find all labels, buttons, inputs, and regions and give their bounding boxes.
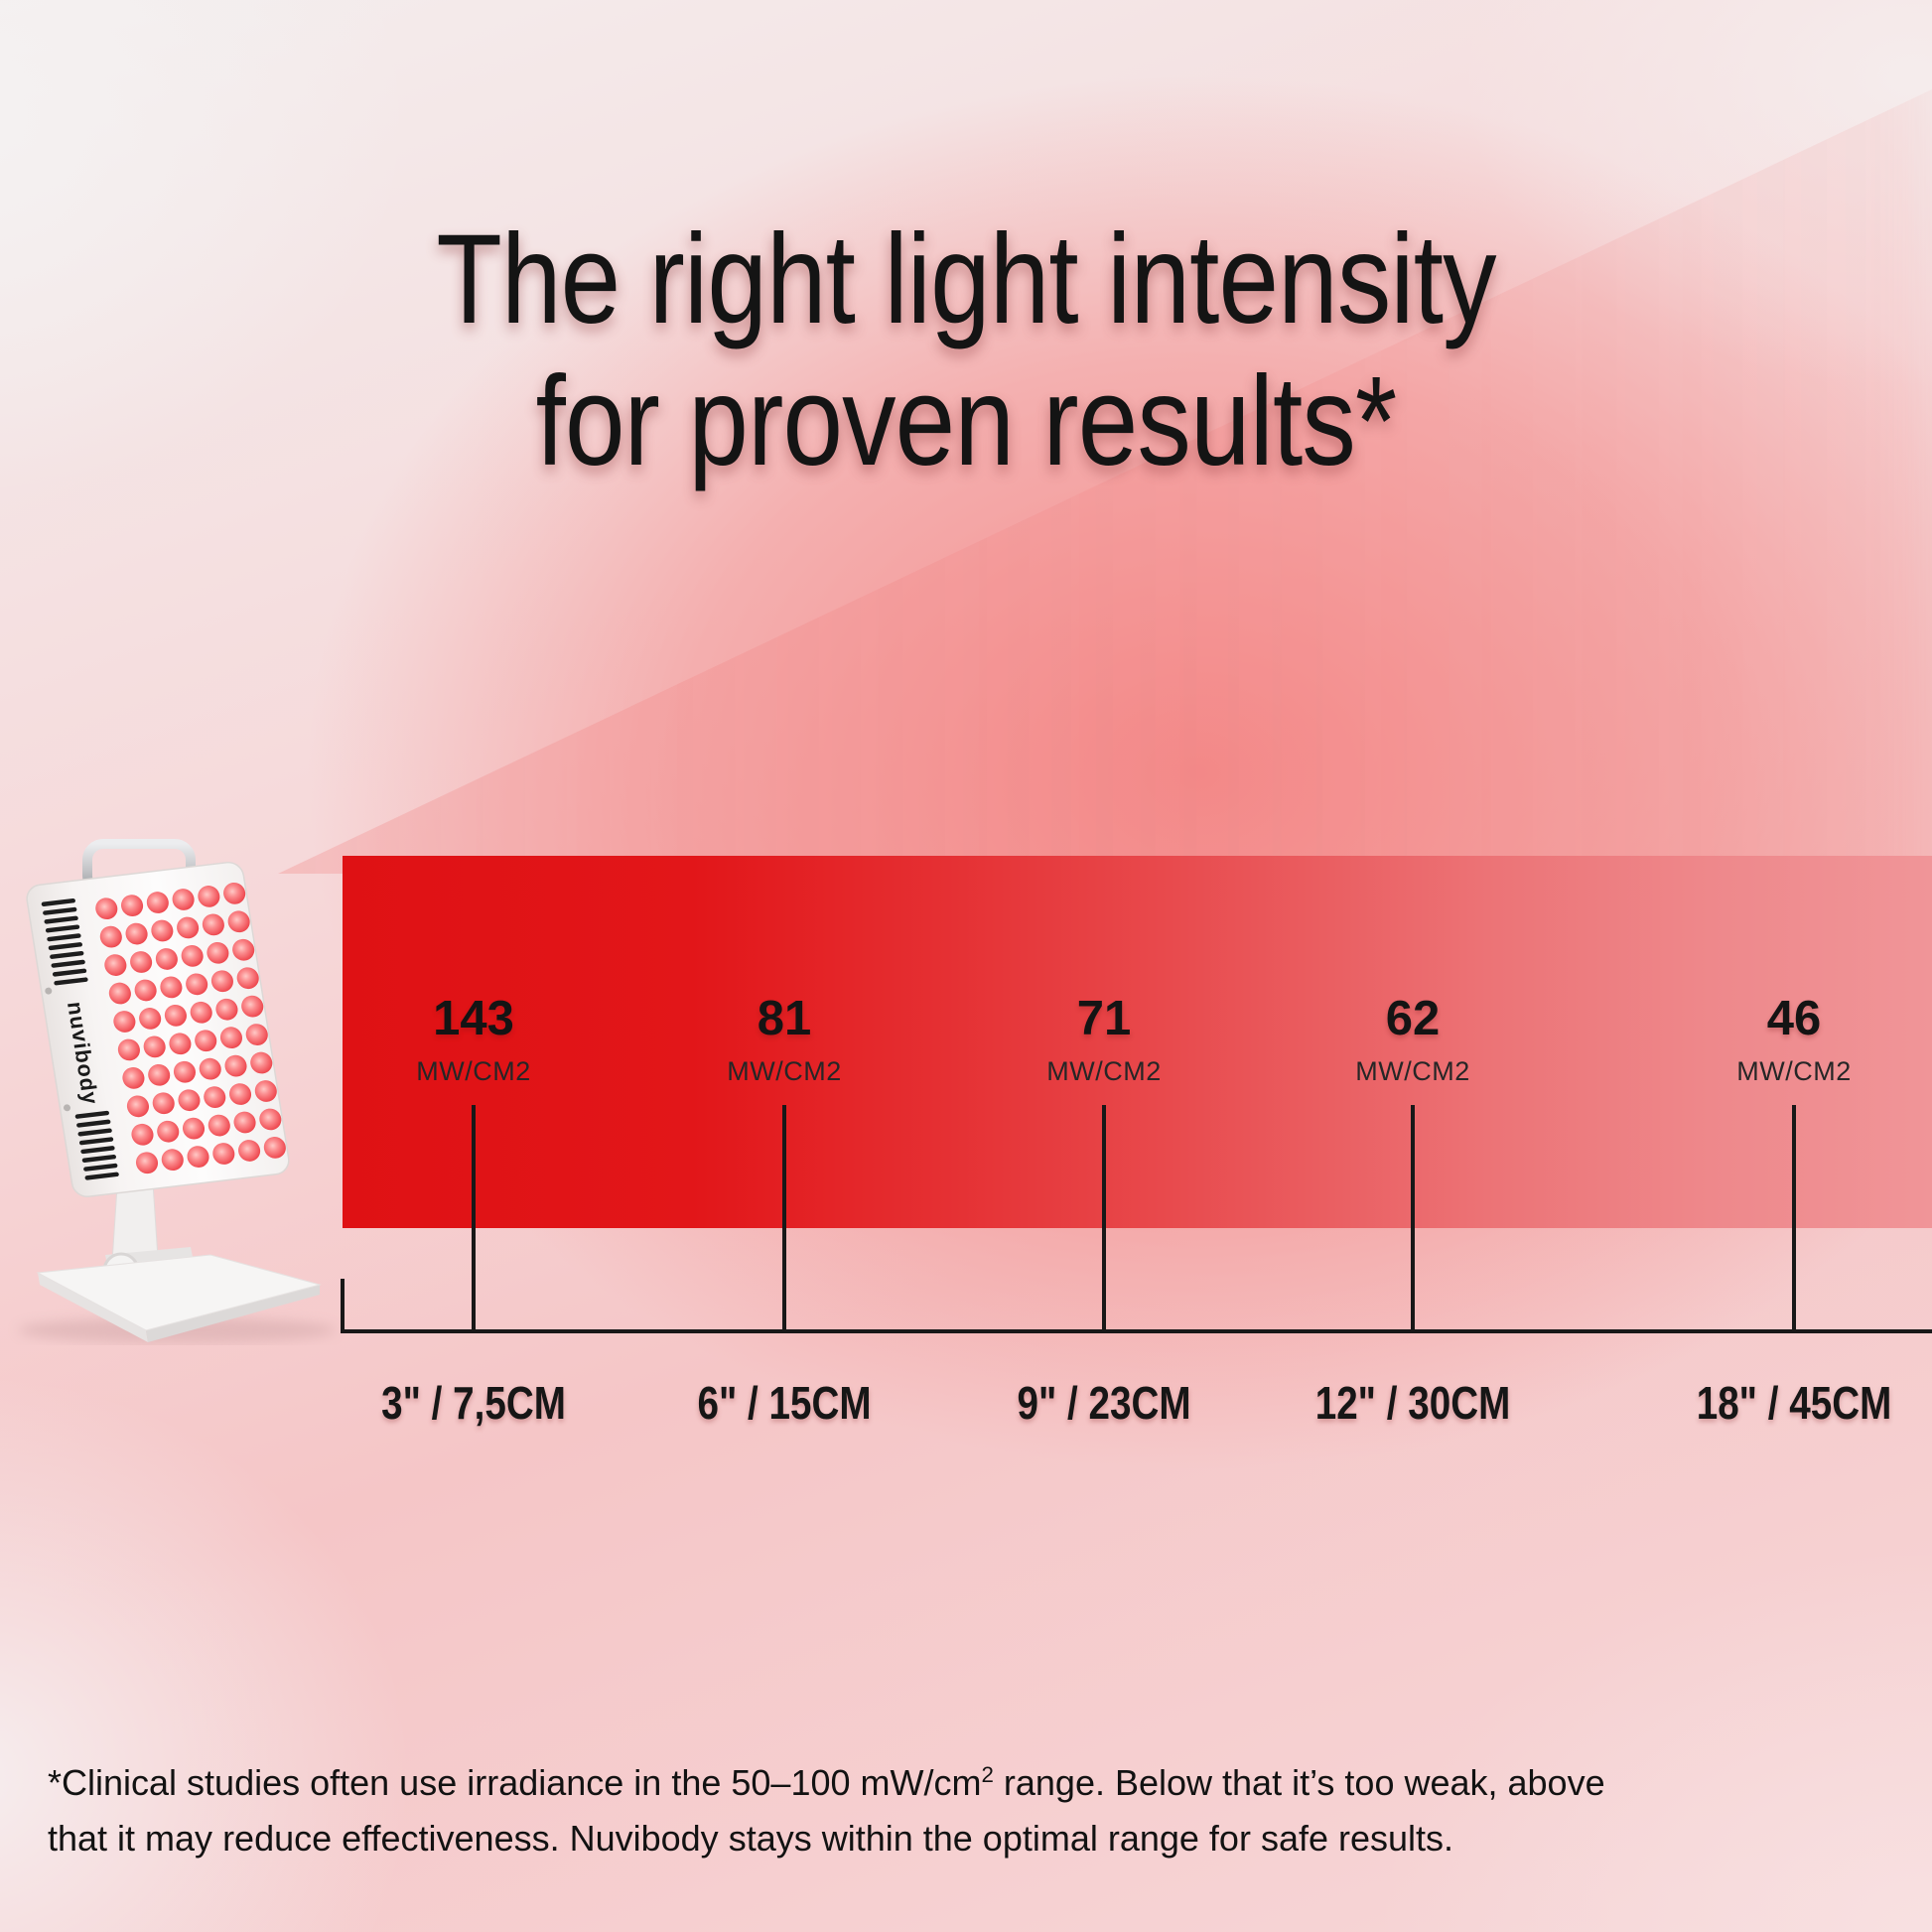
device-screw-top: [45, 987, 53, 995]
page-title-line-2: for proven results*: [535, 350, 1398, 493]
axis-tick-2: [782, 1105, 786, 1329]
distance-label-4: 12" / 30CM: [1314, 1377, 1511, 1429]
intensity-value: 71: [1076, 992, 1132, 1045]
axis-start-cap: [341, 1279, 345, 1331]
intensity-gradient-band: [343, 856, 1932, 1228]
footnote-line-1-pre: *Clinical studies often use irradiance i…: [48, 1762, 982, 1803]
axis-tick-3: [1102, 1105, 1106, 1329]
device-base-edge-right: [146, 1285, 320, 1342]
axis-tick-4: [1411, 1105, 1415, 1329]
intensity-point-2: 81 MW/CM2: [727, 995, 841, 1087]
intensity-point-3: 71 MW/CM2: [1046, 995, 1161, 1087]
footnote-line-1-post: range. Below that it’s too weak, above: [993, 1762, 1605, 1803]
footnote-superscript: 2: [981, 1762, 994, 1787]
distance-label-5: 18" / 45CM: [1696, 1377, 1892, 1429]
distance-label-3: 9" / 23CM: [1017, 1377, 1191, 1429]
page-title-line-1: The right light intensity: [436, 208, 1496, 350]
device-screw-bottom: [63, 1104, 71, 1112]
device-vent-slats-bottom: [74, 1110, 119, 1180]
intensity-unit: MW/CM2: [1355, 1056, 1470, 1086]
intensity-point-1: 143 MW/CM2: [416, 995, 530, 1087]
intensity-unit: MW/CM2: [1046, 1056, 1162, 1086]
distance-label-1: 3" / 7,5CM: [381, 1377, 566, 1429]
page-title: The right light intensity for proven res…: [145, 208, 1787, 493]
intensity-point-5: 46 MW/CM2: [1736, 995, 1851, 1087]
footnote-line-1: *Clinical studies often use irradiance i…: [48, 1747, 1855, 1811]
device-base-top: [36, 1254, 322, 1331]
device-vent-slats-top: [41, 897, 88, 986]
device-base-edge: [38, 1273, 148, 1342]
distance-label-2: 6" / 15CM: [697, 1377, 872, 1429]
intensity-unit: MW/CM2: [1736, 1056, 1852, 1086]
distance-axis: [341, 1329, 1932, 1333]
footnote-line-2: that it may reduce effectiveness. Nuvibo…: [48, 1818, 1454, 1859]
footnote: *Clinical studies often use irradiance i…: [48, 1747, 1855, 1866]
intensity-value: 143: [433, 992, 514, 1045]
axis-tick-1: [472, 1105, 476, 1329]
axis-tick-5: [1792, 1105, 1796, 1329]
intensity-value: 62: [1385, 992, 1441, 1045]
intensity-value: 46: [1766, 992, 1822, 1045]
intensity-point-4: 62 MW/CM2: [1355, 995, 1469, 1087]
intensity-value: 81: [757, 992, 812, 1045]
red-light-panel-device: nuvibody: [18, 839, 336, 1343]
intensity-unit: MW/CM2: [727, 1056, 842, 1086]
intensity-unit: MW/CM2: [416, 1056, 531, 1086]
